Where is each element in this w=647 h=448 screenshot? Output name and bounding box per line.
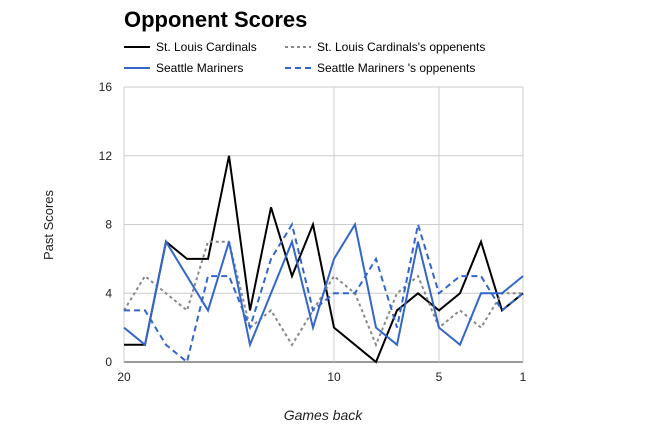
series-line-3 [124,221,524,364]
y-axis-label: Past Scores [41,189,56,260]
legend-item-3: Seattle Mariners 's oppenents [285,61,475,75]
legend-item-0: St. Louis Cardinals [124,40,257,54]
grid [123,86,524,363]
series-line-2 [123,221,524,349]
y-tick-label: 16 [99,80,113,94]
y-tick-label: 0 [105,355,112,369]
legend-label: Seattle Mariners 's oppenents [317,61,475,75]
legend-label: St. Louis Cardinals's oppenents [317,40,485,54]
legend-item-1: St. Louis Cardinals's oppenents [285,40,485,54]
x-tick-label: 5 [436,370,443,384]
legend-item-2: Seattle Mariners [124,61,243,75]
x-axis-ticks: 20 10 5 1 [117,370,526,384]
x-axis-label: Games back [284,407,364,423]
series-lines [123,155,524,364]
series-line-0 [124,155,524,364]
y-tick-label: 8 [105,218,112,232]
x-tick-label: 1 [520,370,527,384]
legend: St. Louis Cardinals St. Louis Cardinals's… [124,40,485,75]
legend-label: Seattle Mariners [156,61,243,75]
y-axis-ticks: 0 4 8 12 16 [99,80,113,369]
y-tick-label: 4 [105,286,112,300]
legend-label: St. Louis Cardinals [156,40,257,54]
y-tick-label: 12 [99,149,113,163]
chart-title: Opponent Scores [124,7,307,32]
x-tick-label: 20 [117,370,131,384]
x-tick-label: 10 [327,370,341,384]
